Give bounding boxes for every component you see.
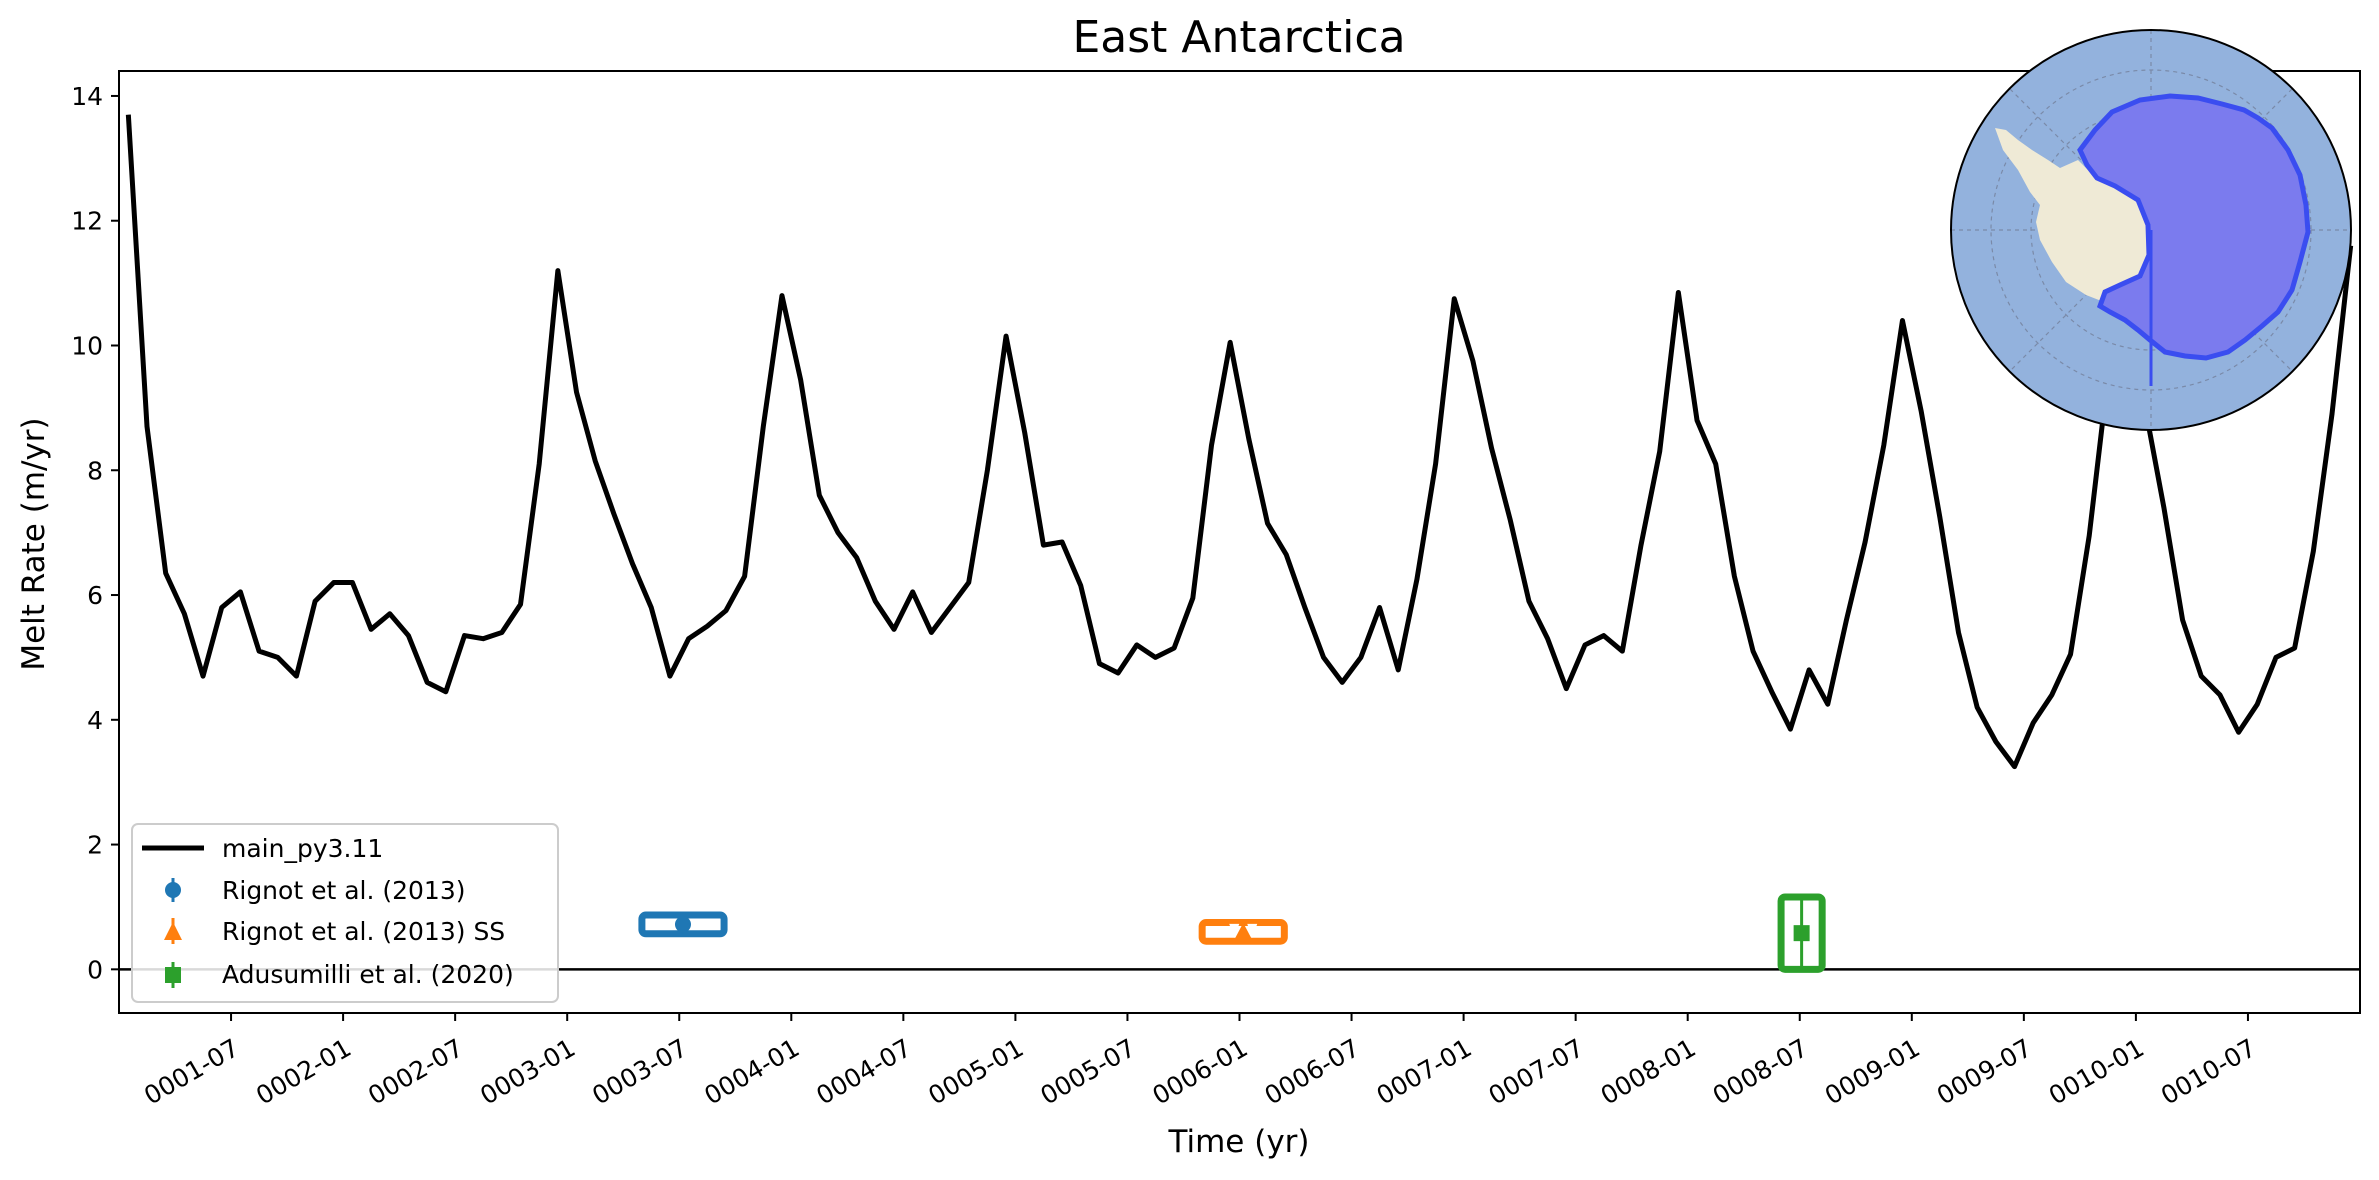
- x-tick-label: 0007-07: [1484, 1033, 1589, 1110]
- obs-point-rignot-ss: [1234, 922, 1253, 940]
- x-axis-label: Time (yr): [1168, 1124, 1310, 1160]
- legend-circle-marker: [165, 882, 181, 898]
- x-tick-label: 0003-07: [587, 1033, 692, 1110]
- legend: main_py3.11 Rignot et al. (2013) Rignot …: [131, 823, 559, 1003]
- x-tick-label: 0009-07: [1932, 1033, 2037, 1110]
- legend-frame: [131, 823, 559, 1003]
- legend-square-marker: [165, 967, 181, 983]
- legend-label-model: main_py3.11: [222, 834, 383, 863]
- y-tick-label: 10: [71, 331, 103, 360]
- x-tick-label: 0002-01: [251, 1033, 356, 1110]
- x-tick-label: 0004-07: [811, 1033, 916, 1110]
- x-tick-label: 0001-07: [139, 1033, 244, 1110]
- obs-point-rignot: [674, 916, 691, 933]
- series-line-main: [125, 114, 2354, 770]
- x-tick-label: 0006-07: [1260, 1033, 1365, 1110]
- legend-label-rignot: Rignot et al. (2013): [222, 876, 466, 905]
- y-tick-label: 6: [87, 581, 103, 610]
- x-tick-label: 0009-01: [1820, 1033, 1925, 1110]
- y-tick-label: 8: [87, 456, 103, 485]
- x-tick-label: 0010-01: [2044, 1033, 2149, 1110]
- y-tick-label: 4: [87, 706, 103, 735]
- x-tick-label: 0008-07: [1708, 1033, 1813, 1110]
- obs-point-adusumilli: [1793, 925, 1810, 942]
- y-axis-ticks: 0 2 4 6 8 10 12 14: [71, 82, 119, 984]
- x-tick-label: 0007-01: [1372, 1033, 1477, 1110]
- west-antarctica-land: [1995, 128, 2150, 302]
- x-tick-label: 0010-07: [2156, 1033, 2261, 1110]
- obs-gap-left-rignot-ss: [1229, 923, 1240, 938]
- east-antarctica-region: [2077, 93, 2311, 361]
- x-tick-label: 0008-01: [1596, 1033, 1701, 1110]
- y-tick-label: 0: [87, 955, 103, 984]
- legend-triangle-marker: [164, 922, 182, 940]
- x-tick-label: 0003-01: [475, 1033, 580, 1110]
- legend-label-rignot-ss: Rignot et al. (2013) SS: [222, 917, 505, 946]
- y-tick-label: 14: [71, 82, 103, 111]
- x-tick-label: 0005-01: [923, 1033, 1028, 1110]
- obs-gap-right-rignot-ss: [1247, 923, 1258, 938]
- x-tick-label: 0005-07: [1035, 1033, 1140, 1110]
- chart-title: East Antarctica: [1072, 12, 1405, 63]
- globe-outline: [1950, 29, 2352, 431]
- legend-label-adusumilli: Adusumilli et al. (2020): [222, 960, 514, 989]
- y-tick-label: 2: [87, 831, 103, 860]
- x-tick-label: 0006-01: [1148, 1033, 1253, 1110]
- y-tick-label: 12: [71, 207, 103, 236]
- x-axis-ticks: 0001-07 0002-01 0002-07 0003-01 0003-07 0004-…: [139, 1013, 2261, 1110]
- x-tick-label: 0004-01: [699, 1033, 804, 1110]
- x-tick-label: 0002-07: [363, 1033, 468, 1110]
- antarctica-inset-map: [1950, 29, 2352, 431]
- y-axis-label: Melt Rate (m/yr): [16, 417, 52, 670]
